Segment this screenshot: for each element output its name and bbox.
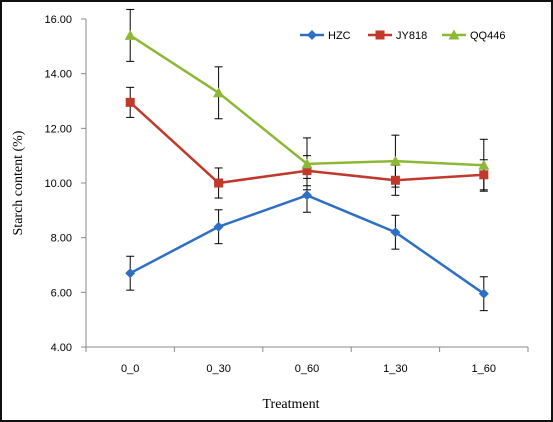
legend-label-qq446: QQ446 (470, 30, 505, 42)
x-tick-labels: 0_0 0_30 0_60 1_30 1_60 (121, 363, 496, 375)
x-tick-label: 0_0 (121, 363, 139, 375)
y-tick-label: 16.00 (44, 14, 72, 26)
legend-marker-qq446 (448, 29, 460, 40)
data-point-qq446 (124, 29, 136, 40)
data-point-qq446 (301, 158, 313, 169)
data-point-hzc (390, 227, 401, 238)
data-point-qq446 (213, 87, 225, 98)
legend-label-hzc: HZC (328, 30, 351, 42)
data-point-hzc (125, 268, 136, 279)
legend: HZC JY818 QQ446 (300, 29, 505, 42)
data-point-jy818 (214, 178, 224, 188)
x-tick-label: 1_30 (383, 363, 407, 375)
y-tick-labels: 4.00 6.00 8.00 10.00 12.00 14.00 16.00 (44, 14, 72, 354)
data-point-qq446 (389, 155, 401, 166)
y-tick-label: 6.00 (51, 287, 72, 299)
legend-label-jy818: JY818 (396, 30, 427, 42)
data-point-jy818 (125, 97, 135, 107)
y-tick-label: 8.00 (51, 233, 72, 245)
x-tick-label: 0_60 (295, 363, 319, 375)
data-point-hzc (213, 221, 224, 232)
legend-marker-hzc (307, 30, 317, 40)
data-point-hzc (478, 288, 489, 299)
y-axis-title: Starch content (%) (11, 130, 26, 235)
data-point-hzc (302, 190, 312, 201)
y-tick-label: 14.00 (44, 69, 72, 81)
data-point-qq446 (478, 159, 490, 170)
series-markers (124, 29, 490, 299)
x-axis-title: Treatment (262, 397, 319, 412)
y-tick-label: 12.00 (44, 123, 72, 135)
y-tick-label: 10.00 (44, 178, 72, 190)
data-point-jy818 (302, 166, 312, 176)
x-tick-label: 1_60 (472, 363, 496, 375)
x-tick-label: 0_30 (206, 363, 230, 375)
y-tick-label: 4.00 (51, 342, 72, 354)
legend-marker-jy818 (375, 30, 385, 40)
axes (81, 18, 529, 352)
data-point-jy818 (390, 175, 400, 185)
data-point-jy818 (479, 170, 489, 180)
